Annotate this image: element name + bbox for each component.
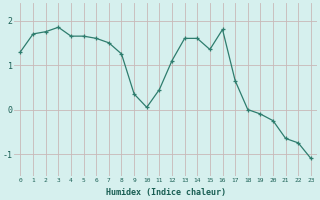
X-axis label: Humidex (Indice chaleur): Humidex (Indice chaleur) — [106, 188, 226, 197]
